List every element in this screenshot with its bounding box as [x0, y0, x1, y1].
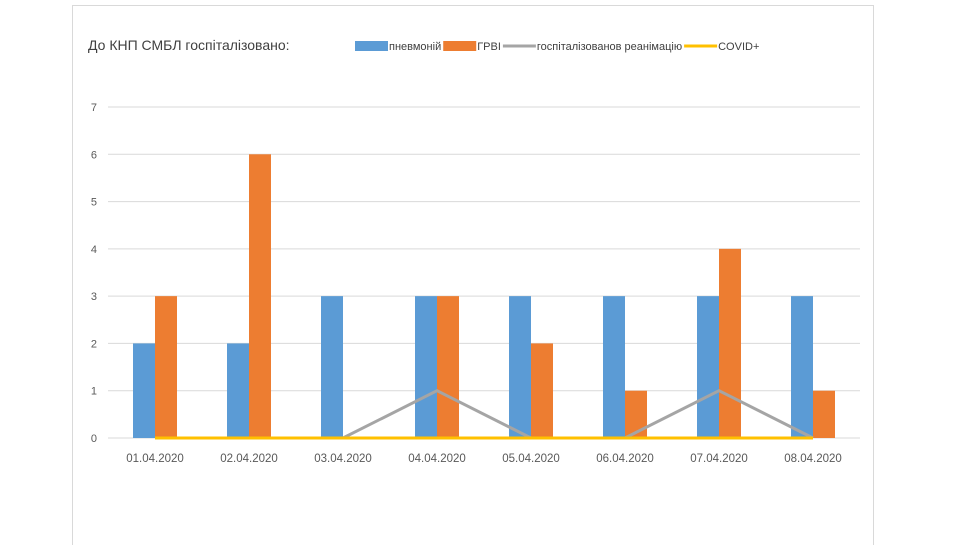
y-tick-label: 0 [91, 433, 97, 445]
y-tick-label: 6 [91, 149, 97, 161]
y-tick-label: 4 [91, 244, 97, 256]
x-tick-label: 05.04.2020 [502, 453, 560, 465]
chart-frame [72, 5, 874, 545]
bar [155, 296, 177, 438]
bar [719, 248, 741, 438]
y-tick-label: 2 [91, 338, 97, 350]
x-tick-label: 07.04.2020 [690, 453, 748, 465]
legend-label: госпіталізованов реанімацію [537, 41, 682, 53]
y-tick-label: 3 [91, 291, 97, 303]
chart-title: До КНП СМБЛ госпіталізовано: [88, 37, 290, 53]
bar [133, 343, 155, 438]
x-tick-label: 02.04.2020 [220, 453, 278, 465]
bar [813, 390, 835, 438]
legend-swatch [443, 41, 477, 51]
legend-label: ГРВІ [477, 41, 501, 53]
bar [321, 296, 343, 438]
legend-label: пневмоній [389, 41, 441, 53]
gridlines [108, 106, 860, 439]
x-tick-label: 01.04.2020 [126, 453, 184, 465]
legend-swatch [355, 41, 388, 51]
bar [249, 154, 271, 439]
y-tick-label: 5 [91, 197, 97, 209]
bar [791, 296, 813, 438]
x-axis-ticks: 01.04.2020 02.04.2020 03.04.2020 04.04.2020… [126, 453, 842, 465]
bar [415, 296, 437, 438]
series-lines [155, 389, 814, 440]
y-axis-ticks: 0 1 2 3 4 5 6 7 [91, 102, 97, 445]
legend-label: COVID+ [718, 41, 759, 53]
y-tick-label: 1 [91, 386, 97, 398]
bar [697, 296, 719, 438]
bar [603, 296, 625, 438]
bar [531, 343, 553, 438]
legend: пневмоній ГРВІ госпіталізованов реанімацію… [355, 41, 759, 53]
y-tick-label: 7 [91, 102, 97, 114]
bars [133, 154, 835, 439]
bar [625, 390, 647, 438]
x-tick-label: 06.04.2020 [596, 453, 654, 465]
x-tick-label: 08.04.2020 [784, 453, 842, 465]
x-tick-label: 04.04.2020 [408, 453, 466, 465]
bar [509, 296, 531, 438]
bar [227, 343, 249, 438]
bar [437, 296, 459, 438]
x-tick-label: 03.04.2020 [314, 453, 372, 465]
